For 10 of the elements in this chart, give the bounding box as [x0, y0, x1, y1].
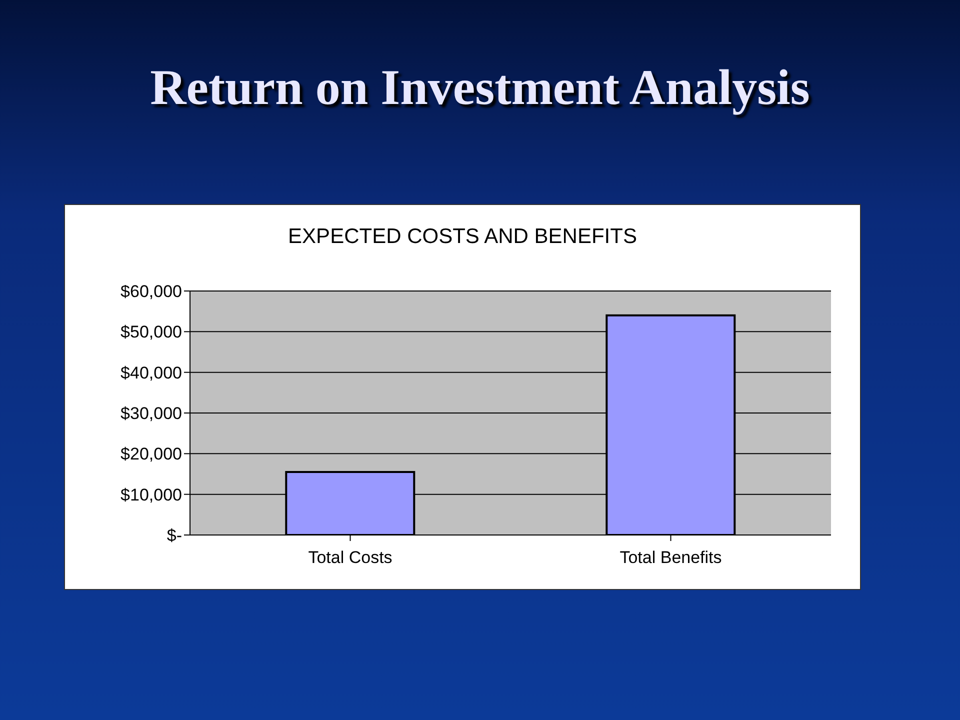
- y-tick-label: $-: [166, 526, 182, 546]
- y-tick-label: $50,000: [120, 322, 182, 342]
- chart-title: Return on Investment Analysis: [149, 58, 811, 116]
- chart-subtitle: EXPECTED COSTS AND BENEFITS: [287, 225, 638, 249]
- y-tick-label: $20,000: [120, 444, 182, 464]
- y-tick-label: $40,000: [120, 363, 182, 382]
- y-tick-label: $30,000: [120, 404, 182, 424]
- y-tick-label: $10,000: [120, 485, 182, 504]
- x-tick-label: Total Benefits: [620, 548, 722, 568]
- x-tick-label: Total Costs: [308, 548, 392, 568]
